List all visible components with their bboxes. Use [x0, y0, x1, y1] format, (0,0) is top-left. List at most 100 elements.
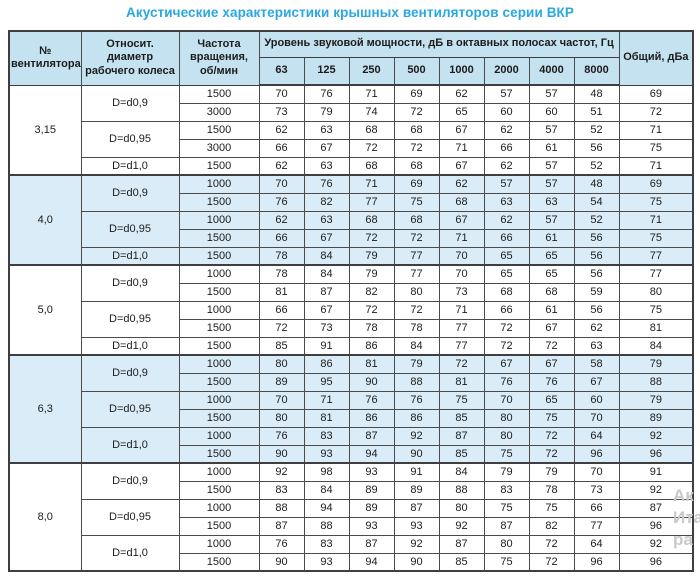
cell-sound-level: 63: [528, 192, 575, 212]
cell-sound-level: 92: [258, 462, 305, 482]
cell-speed: 1000: [178, 174, 260, 194]
cell-sound-level: 89: [348, 480, 395, 500]
page-title: Акустические характеристики крышных вент…: [125, 5, 574, 20]
cell-sound-level: 72: [393, 102, 440, 122]
cell-sound-level: 76: [303, 174, 350, 194]
col-header-frequency-4000: 4000: [528, 56, 575, 86]
cell-sound-level: 84: [438, 462, 485, 482]
table-row: 1500 80 81 86 86 85 80 75 70 89: [9, 408, 694, 428]
cell-total: 75: [618, 300, 694, 320]
cell-sound-level: 87: [258, 516, 305, 536]
cell-diameter: D=d0,9: [80, 462, 180, 500]
cell-sound-level: 93: [303, 552, 350, 572]
cell-total: 75: [618, 228, 694, 248]
cell-total: 69: [618, 84, 694, 104]
table-row: 1500 89 95 90 88 81 76 76 67 88: [9, 372, 694, 392]
cell-sound-level: 73: [258, 102, 305, 122]
cell-sound-level: 78: [528, 480, 575, 500]
cell-sound-level: 65: [483, 264, 530, 284]
cell-sound-level: 72: [348, 138, 395, 158]
header-row-1: № вентилятора Относит. диаметр рабочего к…: [8, 30, 694, 86]
cell-sound-level: 90: [348, 372, 395, 392]
cell-sound-level: 90: [393, 552, 440, 572]
cell-fan-number: 6,3: [8, 354, 82, 464]
cell-sound-level: 83: [483, 480, 530, 500]
cell-sound-level: 64: [573, 426, 620, 446]
cell-sound-level: 70: [438, 246, 485, 266]
cell-total: 69: [618, 174, 694, 194]
cell-diameter: D=d1,0: [80, 534, 180, 572]
cell-sound-level: 87: [348, 534, 395, 554]
cell-speed: 1000: [178, 300, 260, 320]
cell-sound-level: 89: [258, 372, 305, 392]
cell-sound-level: 48: [573, 174, 620, 194]
cell-sound-level: 77: [438, 318, 485, 338]
cell-sound-level: 67: [303, 138, 350, 158]
cell-sound-level: 58: [573, 354, 620, 374]
cell-sound-level: 93: [348, 516, 395, 536]
cell-sound-level: 93: [303, 444, 350, 464]
col-header-fan-number: № вентилятора: [8, 30, 82, 86]
table-row: D=d0,95 1500 62 63 68 68 67 62 57 52 71: [9, 120, 694, 158]
cell-sound-level: 57: [528, 174, 575, 194]
table-row: 1500 76 82 77 75 68 63 63 54 75: [9, 192, 694, 212]
cell-sound-level: 86: [303, 354, 350, 374]
cell-sound-level: 71: [348, 84, 395, 104]
acoustic-characteristics-table: № вентилятора Относит. диаметр рабочего к…: [8, 30, 695, 572]
col-header-frequency-2000: 2000: [483, 56, 530, 86]
cell-sound-level: 67: [573, 372, 620, 392]
cell-fan-number: 8,0: [8, 462, 82, 572]
cell-speed: 1000: [178, 426, 260, 446]
cell-sound-level: 74: [348, 102, 395, 122]
cell-sound-level: 56: [573, 264, 620, 284]
cell-diameter: D=d1,0: [80, 336, 180, 356]
cell-speed: 1500: [178, 84, 260, 104]
cell-sound-level: 51: [573, 102, 620, 122]
cell-sound-level: 73: [303, 318, 350, 338]
cell-speed: 1500: [178, 156, 260, 176]
table-row: D=d0,95 1000 66 67 72 72 71 66 61 56 75: [9, 300, 694, 338]
cell-diameter: D=d0,95: [80, 210, 180, 248]
cell-sound-level: 72: [528, 444, 575, 464]
cell-sound-level: 52: [573, 156, 620, 176]
table-body: 3,15 D=d0,9 1500 70 76 71 69 62 57 57 48 69 3000 73 79…: [8, 84, 694, 572]
cell-sound-level: 87: [348, 426, 395, 446]
cell-sound-level: 73: [573, 480, 620, 500]
cell-sound-level: 72: [528, 534, 575, 554]
cell-sound-level: 65: [483, 246, 530, 266]
cell-sound-level: 70: [258, 84, 305, 104]
cell-sound-level: 57: [528, 84, 575, 104]
cell-sound-level: 65: [438, 102, 485, 122]
cell-sound-level: 66: [483, 228, 530, 248]
cell-sound-level: 62: [438, 174, 485, 194]
cell-diameter: D=d0,95: [80, 300, 180, 338]
cell-sound-level: 93: [393, 516, 440, 536]
cell-total: 71: [618, 120, 694, 140]
col-header-frequency-1000: 1000: [438, 56, 485, 86]
cell-sound-level: 84: [393, 336, 440, 356]
cell-speed: 1500: [178, 372, 260, 392]
cell-sound-level: 84: [303, 480, 350, 500]
cell-sound-level: 72: [483, 318, 530, 338]
cell-total: 84: [618, 336, 694, 356]
cell-sound-level: 80: [258, 408, 305, 428]
cell-total: 92: [618, 480, 694, 500]
cell-diameter: D=d0,95: [80, 390, 180, 428]
cell-sound-level: 62: [573, 318, 620, 338]
col-header-frequency-250: 250: [348, 56, 395, 86]
col-header-frequency-63: 63: [258, 56, 305, 86]
cell-sound-level: 72: [483, 336, 530, 356]
cell-sound-level: 80: [483, 534, 530, 554]
cell-sound-level: 71: [348, 174, 395, 194]
cell-sound-level: 84: [303, 264, 350, 284]
cell-sound-level: 63: [303, 120, 350, 140]
cell-sound-level: 52: [573, 210, 620, 230]
cell-sound-level: 94: [303, 498, 350, 518]
cell-sound-level: 71: [438, 138, 485, 158]
watermark-fragment: Ак: [673, 486, 694, 505]
cell-sound-level: 67: [528, 354, 575, 374]
cell-sound-level: 79: [528, 462, 575, 482]
cell-sound-level: 88: [393, 372, 440, 392]
cell-sound-level: 73: [438, 282, 485, 302]
cell-sound-level: 68: [348, 120, 395, 140]
